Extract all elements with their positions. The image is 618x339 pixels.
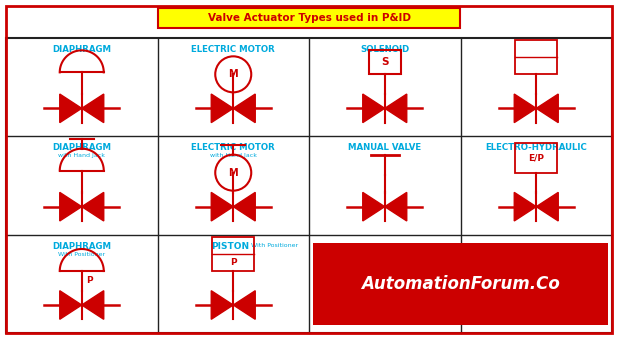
Text: P: P: [87, 276, 93, 285]
Text: DIAPHRAGM: DIAPHRAGM: [53, 143, 111, 152]
Polygon shape: [363, 192, 385, 221]
Text: DIAPHRAGM: DIAPHRAGM: [53, 45, 111, 54]
Text: DIAPHRAGM: DIAPHRAGM: [53, 242, 111, 251]
Polygon shape: [211, 94, 233, 123]
Text: M: M: [229, 168, 238, 178]
Polygon shape: [233, 291, 255, 319]
Polygon shape: [60, 192, 82, 221]
Polygon shape: [60, 291, 82, 319]
Text: S: S: [381, 57, 389, 67]
Text: with Hand Jack: with Hand Jack: [210, 153, 256, 158]
Bar: [369, 50, 400, 74]
Polygon shape: [60, 94, 82, 123]
Text: Valve Actuator Types used in P&ID: Valve Actuator Types used in P&ID: [208, 13, 410, 23]
Polygon shape: [211, 291, 233, 319]
Bar: [6, 38, 612, 333]
Polygon shape: [82, 192, 104, 221]
Bar: [515, 40, 557, 74]
Text: With Positioner: With Positioner: [58, 252, 105, 257]
Polygon shape: [363, 94, 385, 123]
Polygon shape: [82, 291, 104, 319]
Text: M: M: [229, 69, 238, 79]
Polygon shape: [536, 192, 558, 221]
Text: With Positioner: With Positioner: [249, 243, 298, 248]
Bar: [515, 143, 557, 173]
Text: ELECTRIC MOTOR: ELECTRIC MOTOR: [192, 143, 275, 152]
Text: with Hand Jack: with Hand Jack: [58, 153, 105, 158]
Polygon shape: [514, 94, 536, 123]
Text: E/P: E/P: [528, 153, 544, 162]
Polygon shape: [82, 94, 104, 123]
Text: SOLENOID: SOLENOID: [360, 45, 409, 54]
Polygon shape: [514, 192, 536, 221]
Bar: [212, 237, 254, 271]
Polygon shape: [385, 94, 407, 123]
Polygon shape: [211, 192, 233, 221]
Text: ELECTRIC MOTOR: ELECTRIC MOTOR: [192, 45, 275, 54]
Polygon shape: [233, 94, 255, 123]
Text: P: P: [230, 258, 237, 267]
Polygon shape: [233, 192, 255, 221]
Polygon shape: [536, 94, 558, 123]
Bar: [313, 243, 608, 325]
Text: PISTON: PISTON: [211, 242, 250, 251]
Bar: [158, 8, 460, 28]
Polygon shape: [385, 192, 407, 221]
Text: MANUAL VALVE: MANUAL VALVE: [348, 143, 421, 152]
Text: ELECTRO-HYDRAULIC: ELECTRO-HYDRAULIC: [485, 143, 587, 152]
Text: AutomationForum.Co: AutomationForum.Co: [361, 275, 560, 293]
